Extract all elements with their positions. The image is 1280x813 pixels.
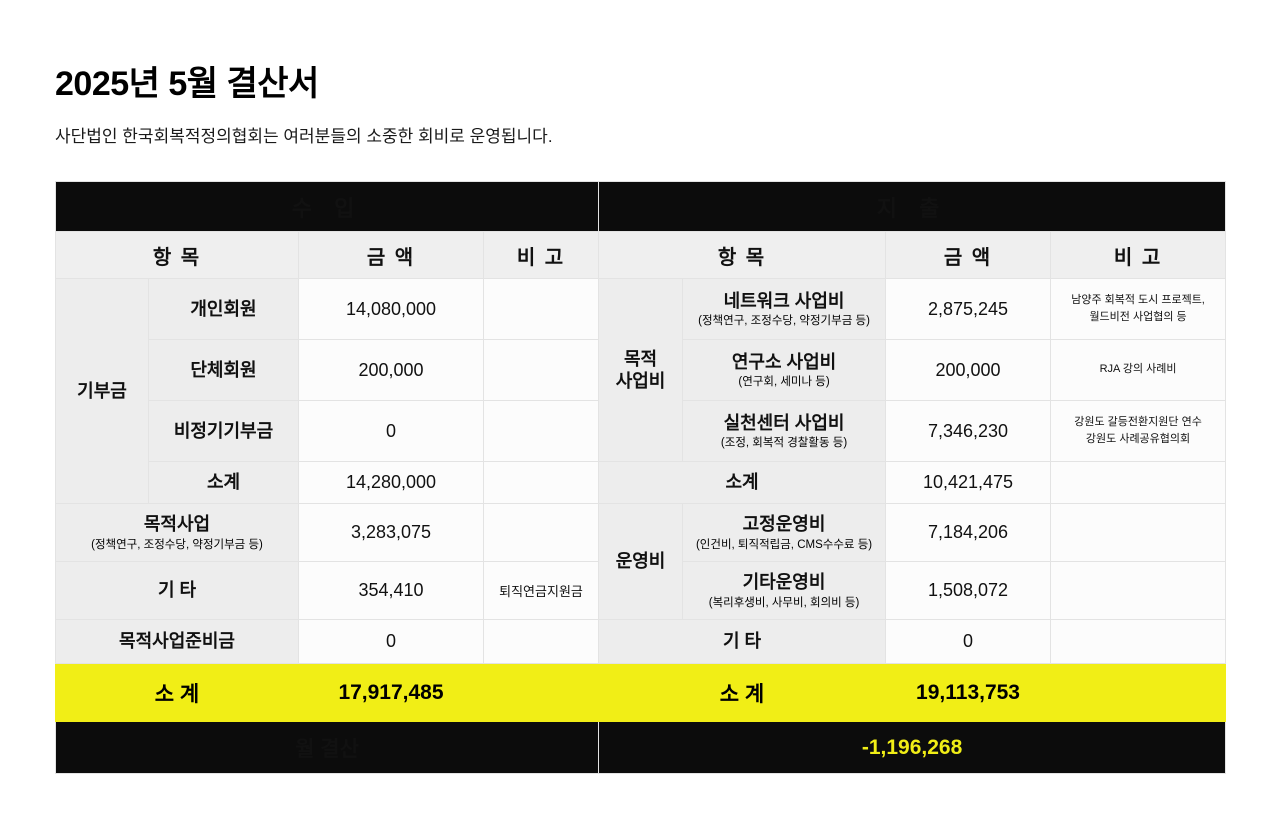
settlement-table: 수 입 지 출 항 목 금 액 비 고 항 목 금 액 비 고 기부금 개인회원… [54, 181, 1227, 774]
expense-col-note: 비 고 [1050, 231, 1227, 279]
expense-col-item: 항 목 [598, 231, 887, 279]
income-purpose-note [482, 503, 600, 562]
expense-center-note-line1: 강원도 갈등전환지원단 연수 [1074, 415, 1202, 428]
income-donation-subtotal-amount: 14,280,000 [298, 461, 484, 504]
income-purpose-label: 목적사업 (정책연구, 조정수당, 약정기부금 등) [55, 503, 299, 562]
expense-other-note [1050, 561, 1227, 620]
income-subtotal-note [482, 663, 600, 722]
expense-subtotal-label: 소 계 [598, 663, 887, 722]
expense-center-note-line2: 강원도 사례공유협의회 [1085, 433, 1191, 445]
expense-network-sub: (정책연구, 조정수당, 약정기부금 등) [698, 315, 870, 328]
income-individual-label: 개인회원 [148, 278, 299, 340]
income-donation-subtotal-note [482, 461, 600, 504]
monthly-settlement-amount: -1,196,268 [861, 735, 963, 759]
monthly-settlement-row: 월 결산 -1,196,268 [54, 721, 1227, 774]
page-subtitle: 사단법인 한국회복적정의협회는 여러분들의 소중한 회비로 운영됩니다. [55, 127, 553, 146]
income-organization-note [482, 339, 600, 401]
column-header-row: 항 목 금 액 비 고 항 목 금 액 비 고 [55, 231, 1227, 279]
expense-etc-note [1050, 619, 1227, 664]
expense-network-note-line1: 남양주 회복적 도시 프로젝트, [1071, 293, 1205, 306]
income-donation-subtotal-label: 소계 [148, 461, 299, 504]
report-content: 2025년 5월 결산서 사단법인 한국회복적정의협회는 여러분들의 소중한 회… [54, 65, 1227, 774]
expense-etc-label: 기 타 [598, 619, 887, 664]
expense-institute-amount: 200,000 [885, 339, 1052, 401]
table-row: 기 타 354,410 퇴직연금지원금 기타운영비 (복리후생비, 사무비, 회… [55, 561, 1227, 620]
expense-network-amount: 2,875,245 [885, 278, 1052, 340]
expense-purpose-group-label: 목적 사업비 [598, 278, 684, 462]
expense-institute-label: 연구소 사업비 (연구회, 세미나 등) [682, 339, 887, 401]
income-organization-amount: 200,000 [298, 339, 484, 401]
expense-purpose-subtotal-amount: 10,421,475 [885, 461, 1052, 504]
expense-subtotal-note [1050, 663, 1227, 722]
expense-network-title: 네트워크 사업비 [723, 290, 845, 311]
expense-fixed-sub: (인건비, 퇴직적립금, CMS수수료 등) [695, 538, 873, 551]
expense-network-note-line2: 월드비전 사업협의 등 [1089, 311, 1187, 323]
expense-network-label: 네트워크 사업비 (정책연구, 조정수당, 약정기부금 등) [682, 278, 887, 340]
income-col-amount: 금 액 [298, 231, 484, 279]
table-row: 목적사업준비금 0 기 타 0 [55, 619, 1227, 664]
income-donation-group-label: 기부금 [55, 278, 149, 504]
income-irregular-note [482, 400, 600, 462]
expense-fixed-amount: 7,184,206 [885, 503, 1052, 562]
income-reserve-amount: 0 [298, 619, 484, 664]
expense-center-title: 실천센터 사업비 [723, 412, 845, 433]
subtotal-row: 소 계 17,917,485 소 계 19,113,753 [55, 663, 1227, 722]
income-etc-label: 기 타 [55, 561, 299, 620]
expense-fixed-title: 고정운영비 [742, 514, 826, 535]
income-purpose-title: 목적사업 [143, 514, 211, 535]
income-individual-note [482, 278, 600, 340]
expense-other-label: 기타운영비 (복리후생비, 사무비, 회의비 등) [682, 561, 887, 620]
income-section-header: 수 입 [54, 181, 600, 232]
income-subtotal-label: 소 계 [55, 663, 299, 722]
income-etc-amount: 354,410 [298, 561, 484, 620]
expense-center-sub: (조정, 회복적 경찰활동 등) [720, 437, 848, 450]
expense-other-title: 기타운영비 [742, 572, 826, 593]
table-row: 소계 14,280,000 소계 10,421,475 [56, 461, 1227, 504]
expense-other-sub: (복리후생비, 사무비, 회의비 등) [708, 596, 860, 609]
expense-network-note: 남양주 회복적 도시 프로젝트, 월드비전 사업협의 등 [1050, 278, 1227, 340]
expense-center-amount: 7,346,230 [885, 400, 1052, 462]
income-col-note: 비 고 [482, 231, 600, 279]
monthly-settlement-label: 월 결산 [54, 721, 600, 774]
income-reserve-label: 목적사업준비금 [55, 619, 299, 664]
expense-operating-group-label: 운영비 [598, 503, 684, 620]
table-row: 기부금 개인회원 14,080,000 목적 사업비 네트워크 사업비 (정책연… [55, 278, 1227, 504]
income-irregular-label: 비정기기부금 [148, 400, 299, 462]
income-purpose-sub: (정책연구, 조정수당, 약정기부금 등) [91, 538, 263, 551]
expense-purpose-subtotal-note [1050, 461, 1227, 504]
expense-purpose-subtotal-label: 소계 [598, 461, 887, 504]
income-reserve-note [482, 619, 600, 664]
income-col-item: 항 목 [55, 231, 299, 279]
income-organization-label: 단체회원 [148, 339, 299, 401]
income-etc-note: 퇴직연금지원금 [482, 561, 600, 620]
income-subtotal-amount: 17,917,485 [298, 663, 484, 722]
expense-center-note: 강원도 갈등전환지원단 연수 강원도 사례공유협의회 [1050, 400, 1227, 462]
monthly-settlement-amount-cell: -1,196,268 [598, 721, 1227, 774]
expense-fixed-label: 고정운영비 (인건비, 퇴직적립금, CMS수수료 등) [682, 503, 887, 562]
expense-fixed-note [1050, 503, 1227, 562]
section-header-row: 수 입 지 출 [54, 181, 1227, 232]
expense-institute-sub: (연구회, 세미나 등) [738, 376, 830, 389]
expense-subtotal-amount: 19,113,753 [885, 663, 1052, 722]
expense-section-header: 지 출 [598, 181, 1227, 232]
table-row: 단체회원 200,000 연구소 사업비 (연구회, 세미나 등) 200,00… [56, 339, 1227, 401]
expense-other-amount: 1,508,072 [885, 561, 1052, 620]
expense-institute-note: RJA 강의 사례비 [1050, 339, 1227, 401]
expense-etc-amount: 0 [885, 619, 1052, 664]
expense-col-amount: 금 액 [885, 231, 1052, 279]
table-row: 목적사업 (정책연구, 조정수당, 약정기부금 등) 3,283,075 운영비… [55, 503, 1227, 620]
page-title: 2025년 5월 결산서 [55, 65, 319, 103]
expense-institute-title: 연구소 사업비 [731, 351, 837, 372]
expense-center-label: 실천센터 사업비 (조정, 회복적 경찰활동 등) [682, 400, 887, 462]
expense-institute-note-line1: RJA 강의 사례비 [1099, 363, 1177, 376]
income-individual-amount: 14,080,000 [298, 278, 484, 340]
expense-purpose-group-line2: 사업비 [615, 371, 666, 391]
income-purpose-amount: 3,283,075 [298, 503, 484, 562]
income-irregular-amount: 0 [298, 400, 484, 462]
expense-purpose-group-line1: 목적 [623, 348, 658, 369]
